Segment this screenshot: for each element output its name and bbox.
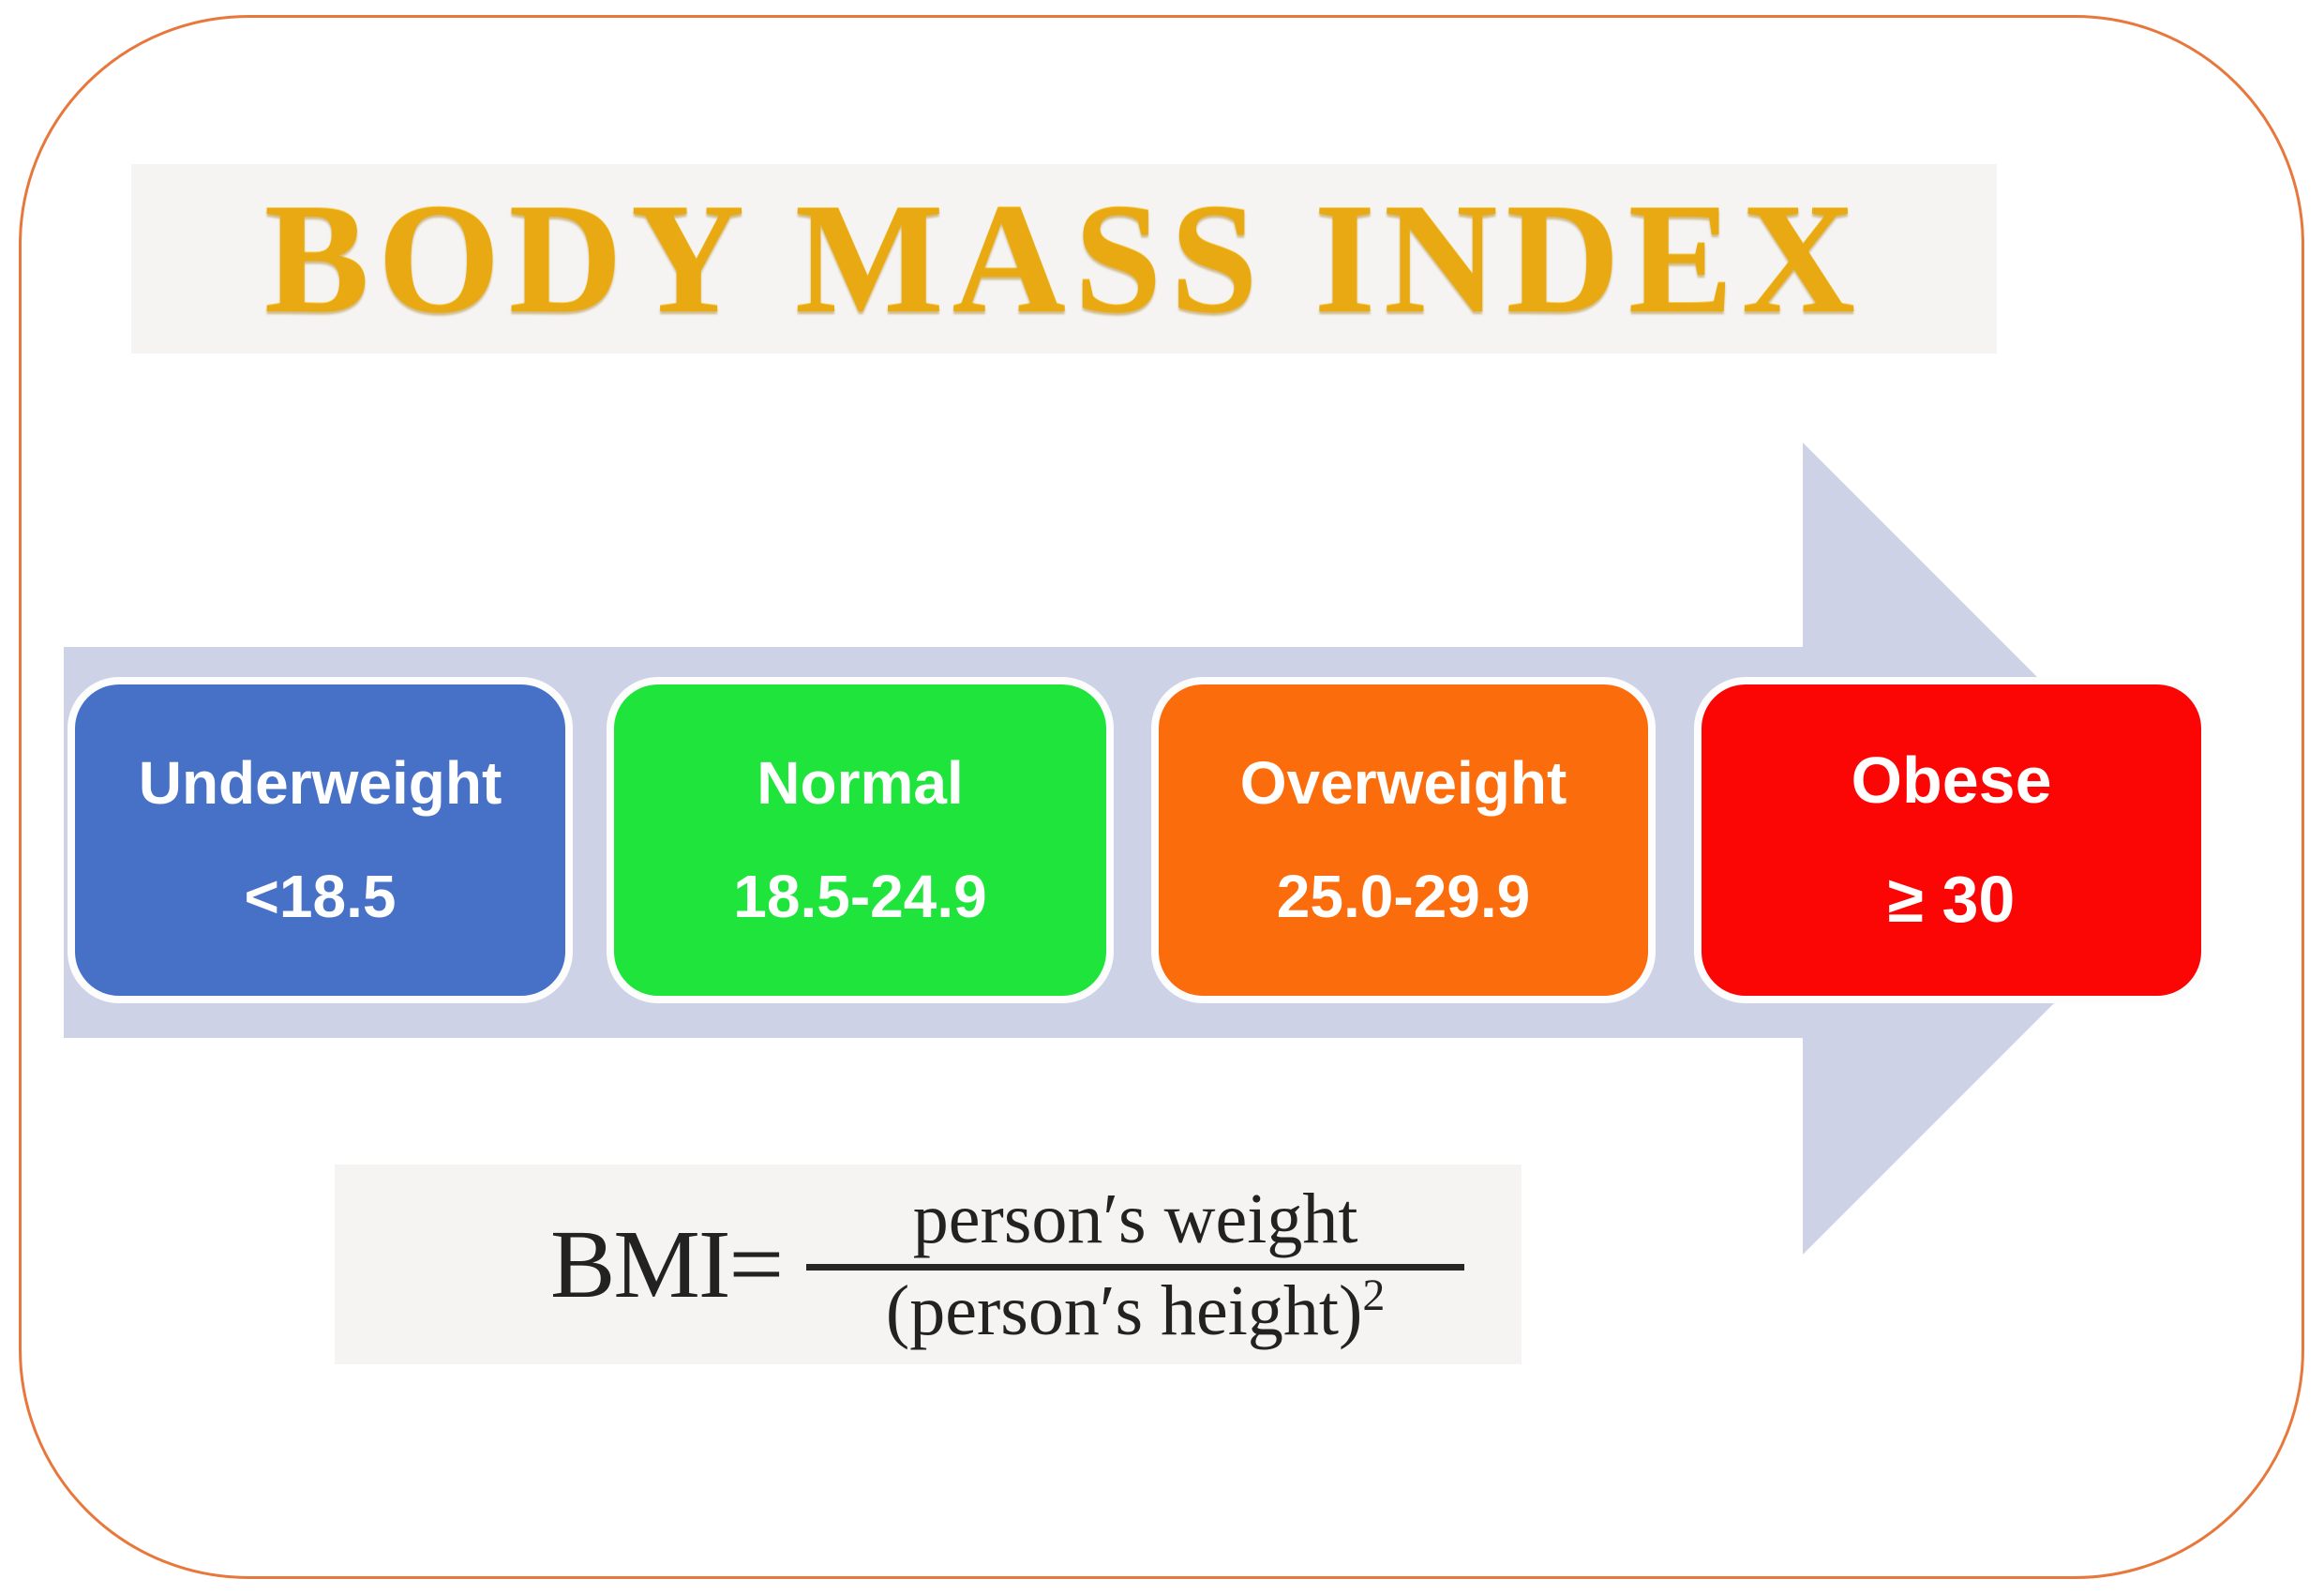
category-label: Obese bbox=[1851, 743, 2052, 817]
arrow-shape bbox=[64, 443, 2209, 1255]
category-label: Normal bbox=[757, 748, 964, 817]
category-label: Underweight bbox=[138, 748, 502, 817]
category-range: 25.0-29.9 bbox=[1276, 863, 1531, 930]
fraction-bar bbox=[806, 1263, 1465, 1271]
category-range: ≥ 30 bbox=[1887, 863, 2016, 936]
denominator-base: (person′s height) bbox=[885, 1271, 1363, 1350]
category-range: <18.5 bbox=[244, 863, 397, 930]
title-banner: BODY MASS INDEX bbox=[131, 164, 1997, 353]
fraction-denominator: (person′s height)2 bbox=[806, 1272, 1464, 1346]
bmi-category-box-overweight: Overweight 25.0-29.9 bbox=[1151, 677, 1656, 1003]
bmi-category-box-obese: Obese ≥ 30 bbox=[1694, 677, 2209, 1003]
formula-lhs: BMI= bbox=[550, 1210, 784, 1318]
bmi-category-box-underweight: Underweight <18.5 bbox=[67, 677, 573, 1003]
category-range: 18.5-24.9 bbox=[733, 863, 987, 930]
page-title: BODY MASS INDEX bbox=[263, 171, 1865, 346]
fraction-numerator: person′s weight bbox=[912, 1179, 1358, 1258]
denominator-exponent: 2 bbox=[1362, 1270, 1386, 1320]
rounded-frame-border bbox=[19, 15, 2304, 1579]
category-label: Overweight bbox=[1239, 748, 1567, 817]
bmi-formula-panel: BMI= person′s weight (person′s height)2 bbox=[335, 1165, 1522, 1364]
formula-fraction: person′s weight (person′s height)2 bbox=[806, 1179, 1465, 1346]
bmi-category-box-normal: Normal 18.5-24.9 bbox=[607, 677, 1114, 1003]
